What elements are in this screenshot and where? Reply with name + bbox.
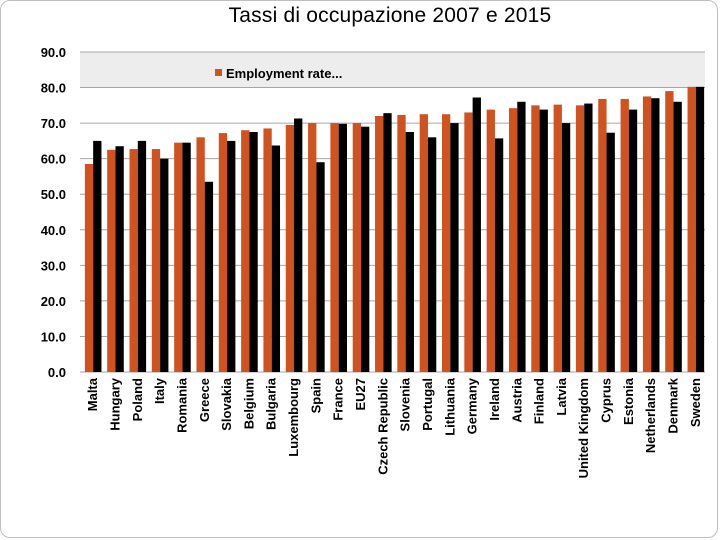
bar-series2-netherlands bbox=[651, 98, 660, 372]
bar-series1-austria bbox=[508, 108, 518, 372]
bar-series2-germany bbox=[472, 97, 481, 372]
bar-series2-slovenia bbox=[405, 132, 414, 372]
bar-series1-sweden bbox=[687, 86, 696, 372]
bar-series2-denmark bbox=[673, 101, 682, 373]
x-category-label: Hungary bbox=[107, 377, 122, 431]
x-category-label: EU27 bbox=[353, 378, 368, 411]
bar-series1-ireland bbox=[486, 109, 495, 372]
x-category-label: Belgium bbox=[241, 378, 256, 429]
bar-series1-bulgaria bbox=[263, 128, 272, 372]
x-category-label: Czech Republic bbox=[375, 378, 390, 475]
bar-series2-ireland bbox=[494, 138, 504, 372]
x-category-label: Germany bbox=[465, 377, 480, 434]
x-category-label: Italy bbox=[152, 377, 167, 404]
bar-series1-finland bbox=[531, 105, 540, 372]
bar-series1-italy bbox=[151, 149, 161, 372]
bar-series2-slovakia bbox=[227, 140, 236, 372]
bar-series2-bulgaria bbox=[271, 145, 281, 372]
bar-series1-romania bbox=[174, 142, 183, 372]
legend-swatch bbox=[215, 69, 222, 76]
bar-series1-france bbox=[330, 123, 339, 372]
bar-series2-estonia bbox=[628, 109, 638, 372]
plot-band bbox=[80, 52, 705, 88]
bar-series2-latvia bbox=[561, 123, 571, 372]
bar-series2-greece bbox=[204, 181, 214, 372]
y-tick-label: 0.0 bbox=[48, 365, 66, 380]
bar-series1-spain bbox=[308, 123, 317, 372]
y-tick-label: 60.0 bbox=[41, 152, 66, 167]
x-category-label: Greece bbox=[197, 378, 212, 422]
bar-series2-hungary bbox=[115, 146, 124, 372]
x-category-label: Netherlands bbox=[643, 378, 658, 453]
bar-series1-cyprus bbox=[598, 98, 607, 372]
bar-series1-united-kingdom bbox=[575, 105, 585, 372]
bar-series1-luxembourg bbox=[285, 124, 295, 372]
bar-series2-malta bbox=[93, 140, 102, 372]
bar-series1-denmark bbox=[665, 91, 674, 372]
bar-series1-netherlands bbox=[642, 96, 652, 372]
x-category-label: Malta bbox=[85, 377, 100, 411]
chart-title: Tassi di occupazione 2007 e 2015 bbox=[228, 4, 552, 27]
bar-series1-portugal bbox=[419, 114, 428, 372]
bar-series1-czech-republic bbox=[375, 116, 384, 372]
legend-label: Employment rate... bbox=[226, 66, 342, 81]
y-tick-label: 30.0 bbox=[41, 258, 66, 273]
bar-series1-lithuania bbox=[442, 114, 451, 372]
bar-series1-slovenia bbox=[397, 114, 406, 372]
bar-series2-france bbox=[338, 123, 347, 372]
bar-series1-eu27 bbox=[352, 123, 362, 372]
x-category-label: Spain bbox=[308, 378, 323, 413]
x-category-label: Bulgaria bbox=[264, 377, 279, 430]
bar-series2-spain bbox=[316, 162, 325, 372]
bar-series2-cyprus bbox=[606, 132, 615, 372]
y-tick-label: 40.0 bbox=[41, 223, 66, 238]
x-category-label: Finland bbox=[532, 378, 547, 424]
y-tick-label: 50.0 bbox=[41, 187, 66, 202]
y-tick-label: 90.0 bbox=[41, 45, 66, 60]
y-tick-label: 20.0 bbox=[41, 294, 66, 309]
bar-series1-malta bbox=[84, 164, 94, 372]
bar-series1-greece bbox=[196, 137, 205, 372]
x-category-label: Latvia bbox=[554, 377, 569, 415]
bar-series2-czech-republic bbox=[383, 113, 392, 373]
bar-series2-sweden bbox=[695, 86, 705, 372]
x-category-label: Slovenia bbox=[398, 377, 413, 431]
y-tick-label: 70.0 bbox=[41, 116, 66, 131]
x-category-label: Denmark bbox=[666, 377, 681, 433]
x-category-label: Cyprus bbox=[599, 378, 614, 423]
x-category-label: Portugal bbox=[420, 378, 435, 431]
bar-series1-latvia bbox=[553, 104, 562, 372]
bar-series1-germany bbox=[464, 112, 473, 372]
bar-series1-poland bbox=[129, 149, 138, 372]
bar-series2-united-kingdom bbox=[584, 103, 593, 373]
bar-series1-belgium bbox=[241, 130, 250, 372]
x-category-label: Austria bbox=[509, 377, 524, 423]
y-tick-label: 80.0 bbox=[41, 81, 66, 96]
y-tick-label: 10.0 bbox=[41, 329, 66, 344]
bar-series2-portugal bbox=[427, 137, 437, 372]
bar-series1-hungary bbox=[107, 149, 116, 372]
x-category-label: Estonia bbox=[621, 377, 636, 425]
x-category-label: Ireland bbox=[487, 378, 502, 421]
bar-series2-romania bbox=[182, 142, 191, 372]
x-category-label: United Kingdom bbox=[576, 378, 591, 478]
bar-series2-belgium bbox=[249, 132, 258, 372]
bar-series2-finland bbox=[539, 109, 548, 372]
bar-series2-poland bbox=[137, 140, 147, 372]
bar-series2-eu27 bbox=[361, 126, 370, 373]
x-category-label: Luxembourg bbox=[286, 378, 301, 457]
bar-series2-austria bbox=[517, 101, 526, 373]
bar-series1-slovakia bbox=[218, 133, 228, 372]
x-category-label: Romania bbox=[174, 377, 189, 433]
x-category-label: Sweden bbox=[688, 378, 703, 427]
x-category-label: Poland bbox=[130, 378, 145, 421]
bar-series2-luxembourg bbox=[294, 118, 303, 372]
bar-series1-estonia bbox=[620, 98, 629, 372]
x-category-label: Slovakia bbox=[219, 377, 234, 431]
x-category-label: France bbox=[331, 378, 346, 421]
bar-series2-lithuania bbox=[450, 123, 459, 372]
bar-series2-italy bbox=[160, 158, 169, 372]
x-category-label: Lithuania bbox=[442, 377, 457, 436]
